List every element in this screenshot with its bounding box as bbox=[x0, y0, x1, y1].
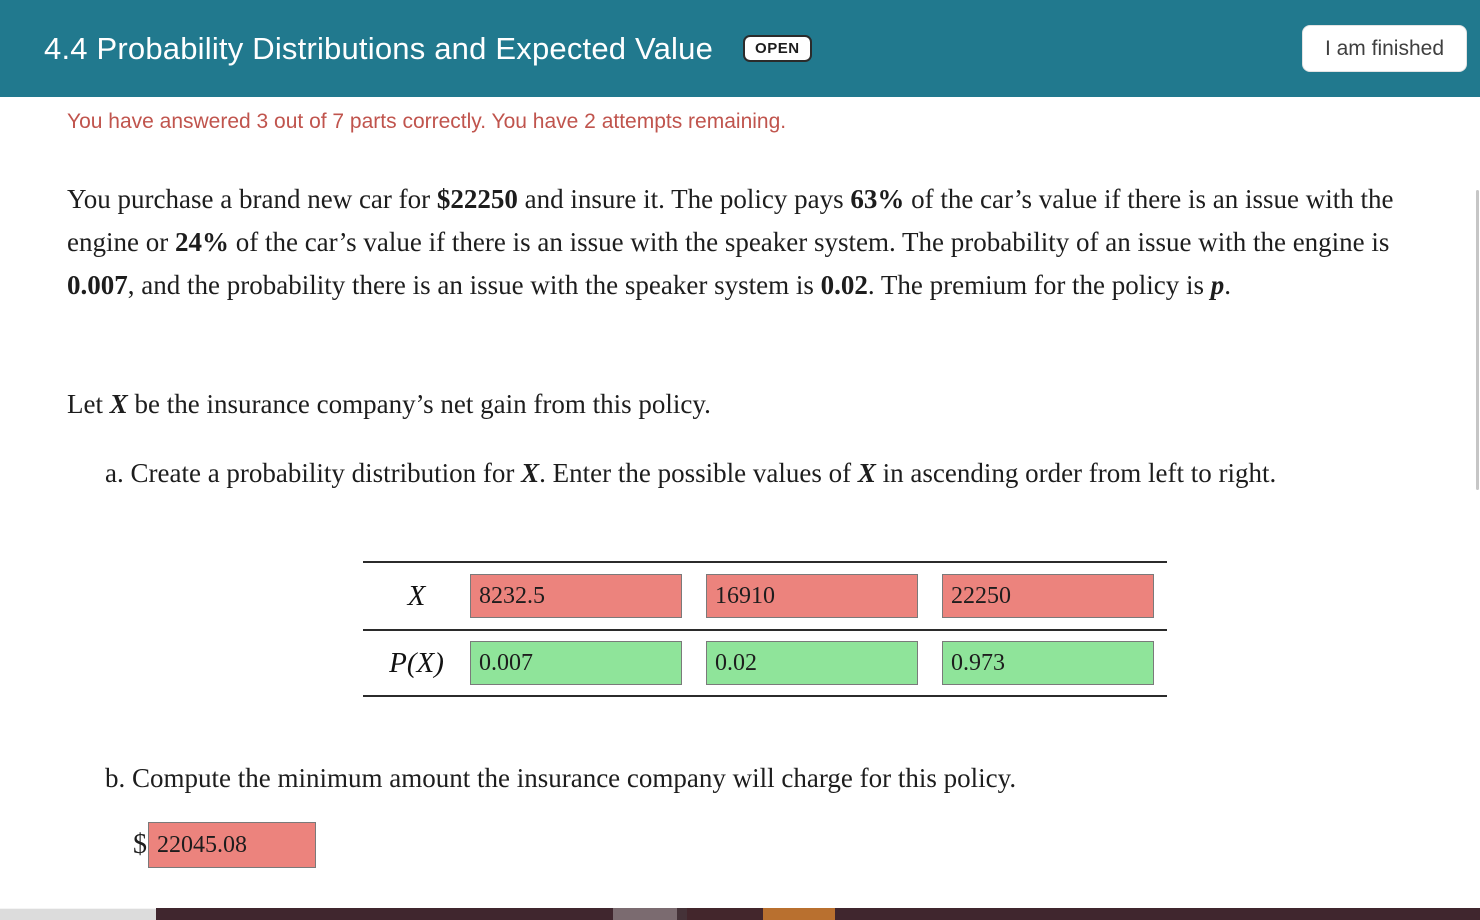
px-value-input-2[interactable] bbox=[706, 641, 918, 685]
px-value-input-3[interactable] bbox=[942, 641, 1154, 685]
row-label-x: X bbox=[407, 579, 426, 612]
text-segment: You purchase a brand new car for bbox=[67, 184, 437, 214]
px-value-input-1[interactable] bbox=[470, 641, 682, 685]
text-segment: . Enter the possible values of bbox=[539, 458, 858, 488]
text-segment: be the insurance company’s net gain from… bbox=[127, 389, 711, 419]
desktop-strip-segment bbox=[677, 908, 687, 920]
desktop-strip-segment bbox=[687, 908, 763, 920]
page-title: 4.4 Probability Distributions and Expect… bbox=[44, 30, 714, 66]
desktop-strip-segment bbox=[156, 908, 613, 920]
text-segment: . bbox=[1224, 270, 1232, 300]
part-a-prompt: a. Create a probability distribution for… bbox=[105, 452, 1365, 495]
car-price-value: $22250 bbox=[436, 184, 518, 214]
x-value-input-1[interactable] bbox=[470, 574, 682, 618]
engine-probability-value: 0.007 bbox=[67, 270, 128, 300]
i-am-finished-button[interactable]: I am finished bbox=[1301, 24, 1467, 73]
problem-paragraph-2: Let X be the insurance company’s net gai… bbox=[67, 383, 1397, 426]
table-row-x: X bbox=[363, 563, 1167, 629]
text-segment: Compute the minimum amount the insurance… bbox=[132, 763, 1017, 793]
desktop-strip-segment bbox=[0, 908, 156, 920]
scrollbar-thumb[interactable] bbox=[1476, 190, 1479, 490]
text-segment: , and the probability there is an issue … bbox=[127, 270, 821, 300]
open-status-badge: OPEN bbox=[743, 35, 812, 62]
text-segment: of the car’s value if there is an issue … bbox=[67, 184, 1394, 257]
text-segment: of the car’s value if there is an issue … bbox=[228, 227, 1390, 257]
desktop-strip-segment bbox=[613, 908, 677, 920]
text-segment: Create a probability distribution for bbox=[130, 458, 522, 488]
text-segment: . The premium for the policy is bbox=[867, 270, 1211, 300]
engine-percent-value: 63% bbox=[850, 184, 905, 214]
x-value-input-2[interactable] bbox=[706, 574, 918, 618]
desktop-strip-segment bbox=[835, 908, 1480, 920]
desktop-strip-segment bbox=[763, 908, 835, 920]
text-segment: and insure it. The policy pays bbox=[517, 184, 851, 214]
premium-variable: p bbox=[1210, 270, 1225, 300]
x-variable: X bbox=[521, 458, 540, 488]
x-variable: X bbox=[857, 458, 876, 488]
x-value-input-3[interactable] bbox=[942, 574, 1154, 618]
part-a-label: a. bbox=[105, 458, 124, 488]
dollar-sign: $ bbox=[133, 829, 147, 860]
speaker-percent-value: 24% bbox=[174, 227, 229, 257]
problem-paragraph-1: You purchase a brand new car for $22250 … bbox=[67, 178, 1397, 307]
probability-distribution-table: X P(X) bbox=[363, 561, 1167, 697]
table-row-px: P(X) bbox=[363, 629, 1167, 695]
part-b-label: b. bbox=[105, 763, 126, 793]
desktop-strip bbox=[0, 908, 1480, 920]
part-b-prompt: b. Compute the minimum amount the insura… bbox=[105, 757, 1365, 800]
text-segment: in ascending order from left to right. bbox=[875, 458, 1277, 488]
speaker-probability-value: 0.02 bbox=[820, 270, 868, 300]
x-variable: X bbox=[109, 389, 128, 419]
header-bar: 4.4 Probability Distributions and Expect… bbox=[0, 0, 1480, 97]
row-label-px: P(X) bbox=[389, 646, 444, 679]
text-segment: Let bbox=[67, 389, 110, 419]
premium-answer-input[interactable] bbox=[148, 822, 316, 868]
part-b-answer-row: $ bbox=[133, 822, 316, 868]
score-status-text: You have answered 3 out of 7 parts corre… bbox=[67, 110, 787, 133]
